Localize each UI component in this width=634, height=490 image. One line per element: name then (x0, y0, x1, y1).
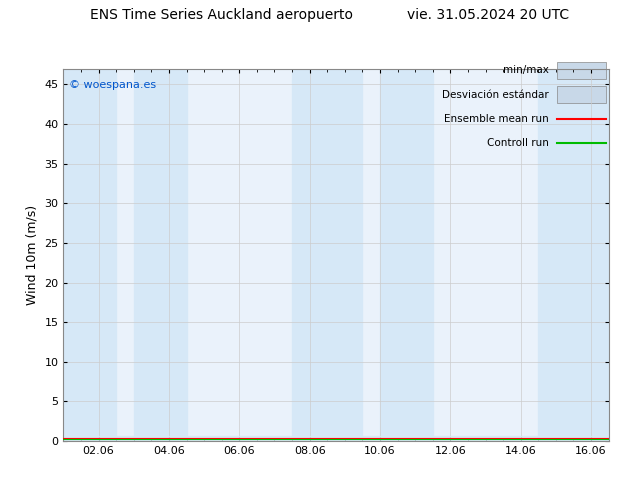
Bar (292, 69, 363, 441)
Text: © woespana.es: © woespana.es (69, 80, 156, 90)
Text: vie. 31.05.2024 20 UTC: vie. 31.05.2024 20 UTC (407, 8, 569, 22)
Bar (380, 69, 433, 441)
Text: Controll run: Controll run (487, 138, 548, 148)
FancyBboxPatch shape (557, 62, 606, 79)
Y-axis label: Wind 10m (m/s): Wind 10m (m/s) (26, 205, 39, 305)
Bar (538, 69, 609, 441)
Bar (134, 69, 186, 441)
Text: Ensemble mean run: Ensemble mean run (444, 114, 548, 124)
Text: ENS Time Series Auckland aeropuerto: ENS Time Series Auckland aeropuerto (91, 8, 353, 22)
FancyBboxPatch shape (557, 86, 606, 103)
Bar (63, 69, 116, 441)
Text: min/max: min/max (503, 66, 548, 75)
Text: Desviación estándar: Desviación estándar (442, 90, 548, 99)
